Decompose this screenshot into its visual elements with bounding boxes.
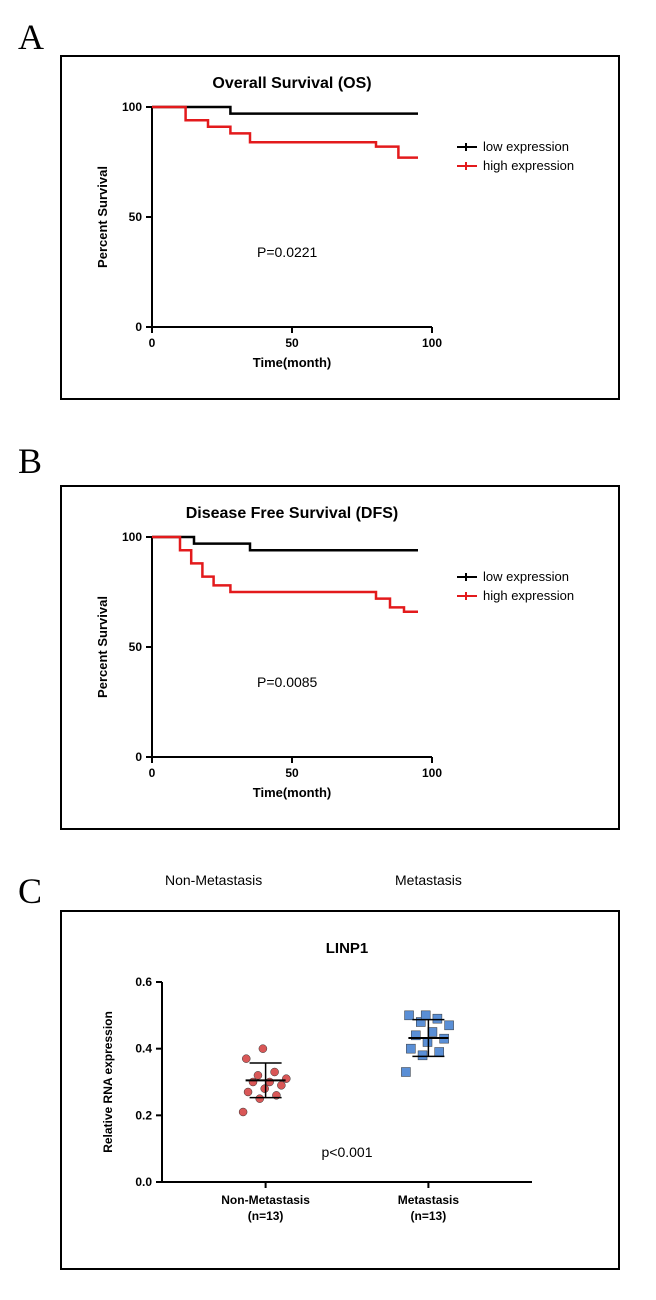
- legend-low-label: low expression: [483, 139, 569, 154]
- legend-high-label: high expression: [483, 158, 574, 173]
- legend-low: low expression: [457, 139, 574, 154]
- panel-c-top-right: Metastasis: [395, 872, 462, 888]
- svg-text:Time(month): Time(month): [253, 785, 331, 800]
- svg-text:50: 50: [285, 336, 299, 350]
- legend-high: high expression: [457, 158, 574, 173]
- svg-text:Percent Survival: Percent Survival: [95, 166, 110, 268]
- panel-c-label: C: [18, 870, 42, 912]
- panel-c-top-left: Non-Metastasis: [165, 872, 262, 888]
- panel-a-box: Overall Survival (OS) 050100050100Time(m…: [60, 55, 620, 400]
- svg-text:(n=13): (n=13): [411, 1209, 447, 1223]
- panel-b-box: Disease Free Survival (DFS) 050100050100…: [60, 485, 620, 830]
- panel-b-label: B: [18, 440, 42, 482]
- svg-text:100: 100: [422, 336, 442, 350]
- panel-b-legend: low expression high expression: [457, 569, 574, 603]
- svg-text:0: 0: [149, 766, 156, 780]
- svg-text:0.6: 0.6: [135, 975, 152, 989]
- svg-text:50: 50: [129, 640, 143, 654]
- svg-text:0.4: 0.4: [135, 1042, 152, 1056]
- svg-text:0: 0: [135, 320, 142, 334]
- svg-text:50: 50: [129, 210, 143, 224]
- svg-text:100: 100: [422, 766, 442, 780]
- svg-text:0.2: 0.2: [135, 1108, 152, 1122]
- legend-low-b-label: low expression: [483, 569, 569, 584]
- svg-text:50: 50: [285, 766, 299, 780]
- svg-text:0: 0: [149, 336, 156, 350]
- svg-text:Percent Survival: Percent Survival: [95, 596, 110, 698]
- svg-text:0: 0: [135, 750, 142, 764]
- svg-text:(n=13): (n=13): [248, 1209, 284, 1223]
- svg-text:Non-Metastasis: Non-Metastasis: [221, 1193, 310, 1207]
- legend-high-b: high expression: [457, 588, 574, 603]
- panel-c-box: LINP1 0.00.20.40.6Relative RNA expressio…: [60, 910, 620, 1270]
- svg-text:p<0.001: p<0.001: [322, 1144, 373, 1160]
- panel-a-chart: 0 50 100 0 50 100 Time(month) Percent Survival P…: [62, 57, 622, 402]
- svg-text:P=0.0221: P=0.0221: [257, 244, 318, 260]
- svg-text:P=0.0085: P=0.0085: [257, 674, 318, 690]
- svg-text:0.0: 0.0: [135, 1175, 152, 1189]
- panel-b-chart: 0 50 100 0 50 100 Time(month) Percent Survival P…: [62, 487, 622, 832]
- legend-low-b: low expression: [457, 569, 574, 584]
- legend-high-b-label: high expression: [483, 588, 574, 603]
- svg-text:Metastasis: Metastasis: [398, 1193, 460, 1207]
- panel-a-label: A: [18, 16, 44, 58]
- svg-text:Relative RNA expression: Relative RNA expression: [101, 1011, 115, 1153]
- panel-a-legend: low expression high expression: [457, 139, 574, 173]
- svg-text:100: 100: [122, 100, 142, 114]
- svg-text:Time(month): Time(month): [253, 355, 331, 370]
- svg-text:100: 100: [122, 530, 142, 544]
- panel-c-chart: 0.0 0.2 0.4 0.6 Relative RNA expression Non-M…: [62, 912, 622, 1272]
